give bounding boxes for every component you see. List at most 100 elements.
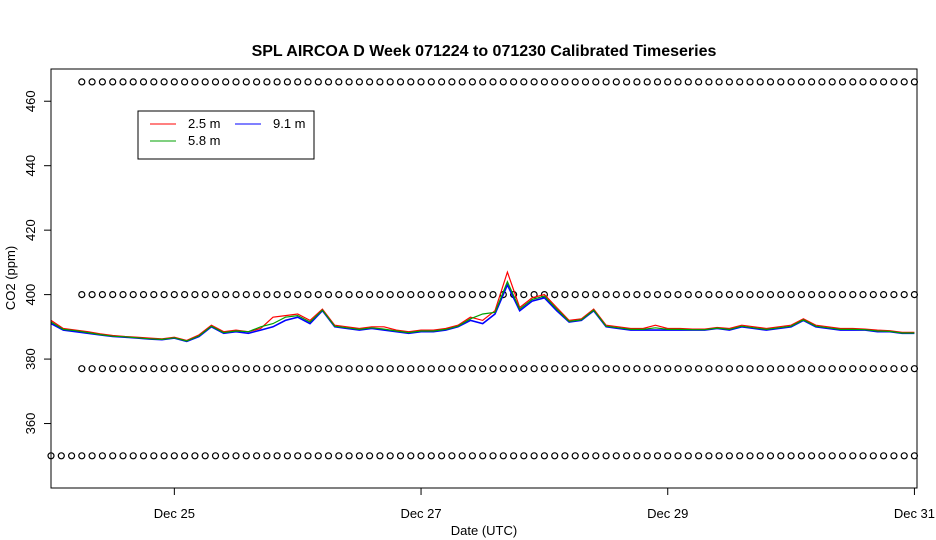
- calibration-point: [294, 78, 302, 86]
- x-tick-label: Dec 29: [647, 506, 688, 521]
- calibration-point: [150, 78, 158, 86]
- calibration-point: [694, 291, 703, 299]
- calibration-point: [807, 452, 816, 460]
- calibration-point: [705, 291, 713, 299]
- calibration-point: [242, 291, 250, 299]
- calibration-point: [756, 365, 764, 373]
- calibration-point: [396, 78, 405, 86]
- calibration-point: [129, 291, 137, 299]
- legend-label: 2.5 m: [188, 116, 221, 131]
- calibration-point: [756, 78, 764, 86]
- y-tick-label: 360: [23, 413, 38, 435]
- calibration-point: [828, 78, 836, 86]
- calibration-point: [386, 78, 394, 86]
- calibration-point: [540, 78, 549, 86]
- calibration-point: [818, 78, 826, 86]
- calibration-point: [777, 365, 785, 373]
- calibration-point: [98, 452, 107, 460]
- calibration-point: [109, 291, 117, 299]
- calibration-point: [766, 78, 775, 86]
- calibration-point: [201, 291, 209, 299]
- y-axis: 360 380 400 420 440 460: [23, 90, 52, 435]
- calibration-point: [766, 452, 775, 460]
- calibration-point: [366, 452, 374, 460]
- calibration-point: [540, 452, 549, 460]
- calibration-point: [520, 452, 528, 460]
- calibration-point: [612, 78, 620, 86]
- calibration-point: [684, 78, 692, 86]
- calibration-point: [838, 365, 847, 373]
- legend-box: [137, 110, 315, 160]
- y-tick-label: 420: [23, 219, 38, 241]
- calibration-point: [366, 291, 374, 299]
- calibration-point: [622, 365, 631, 373]
- calibration-point: [828, 365, 836, 373]
- calibration-point: [756, 452, 764, 460]
- calibration-point: [705, 452, 713, 460]
- calibration-point: [129, 365, 137, 373]
- calibration-point: [232, 365, 240, 373]
- calibration-point: [849, 291, 857, 299]
- calibration-point: [869, 365, 877, 373]
- calibration-point: [602, 452, 610, 460]
- calibration-point: [746, 452, 754, 460]
- calibration-point: [643, 365, 651, 373]
- calibration-row-1: [78, 291, 919, 299]
- calibration-point: [777, 452, 785, 460]
- calibration-point: [633, 365, 641, 373]
- calibration-point: [777, 291, 785, 299]
- calibration-point: [746, 291, 754, 299]
- calibration-point: [376, 78, 384, 86]
- calibration-point: [622, 291, 631, 299]
- calibration-point: [222, 78, 230, 86]
- calibration-point: [807, 78, 816, 86]
- calibration-point: [376, 365, 384, 373]
- calibration-point: [612, 365, 620, 373]
- calibration-point: [489, 452, 497, 460]
- calibration-point: [232, 78, 240, 86]
- calibration-point: [592, 452, 600, 460]
- calibration-point: [797, 291, 806, 299]
- calibration-point: [489, 78, 497, 86]
- calibration-point: [838, 78, 847, 86]
- calibration-point: [890, 78, 898, 86]
- calibration-point: [458, 365, 466, 373]
- calibration-point: [890, 291, 898, 299]
- calibration-point: [304, 291, 312, 299]
- calibration-point: [222, 365, 230, 373]
- calibration-point: [787, 452, 795, 460]
- calibration-point: [458, 452, 466, 460]
- calibration-point: [191, 291, 199, 299]
- calibration-point: [849, 452, 857, 460]
- legend-label: 5.8 m: [188, 133, 221, 148]
- series-line-9-1-m: [50, 282, 915, 343]
- calibration-point: [355, 452, 363, 460]
- calibration-point: [448, 291, 456, 299]
- calibration-point: [540, 365, 549, 373]
- calibration-point: [499, 365, 507, 373]
- calibration-point: [150, 452, 158, 460]
- calibration-point: [818, 291, 826, 299]
- calibration-point: [561, 291, 569, 299]
- calibration-point: [438, 291, 446, 299]
- calibration-point: [694, 365, 703, 373]
- calibration-point: [664, 365, 672, 373]
- calibration-point: [900, 452, 908, 460]
- calibration-point: [900, 365, 908, 373]
- calibration-point: [900, 78, 908, 86]
- calibration-point: [438, 78, 446, 86]
- calibration-point: [211, 365, 220, 373]
- calibration-point: [273, 365, 281, 373]
- calibration-point: [581, 452, 590, 460]
- calibration-point: [109, 452, 117, 460]
- calibration-point: [98, 291, 107, 299]
- calibration-point: [139, 291, 148, 299]
- calibration-point: [766, 365, 775, 373]
- calibration-point: [314, 78, 322, 86]
- calibration-point: [746, 78, 754, 86]
- calibration-point: [273, 78, 281, 86]
- calibration-point: [427, 452, 435, 460]
- calibration-point: [181, 78, 189, 86]
- calibration-point: [355, 365, 363, 373]
- calibration-markers: [47, 78, 919, 460]
